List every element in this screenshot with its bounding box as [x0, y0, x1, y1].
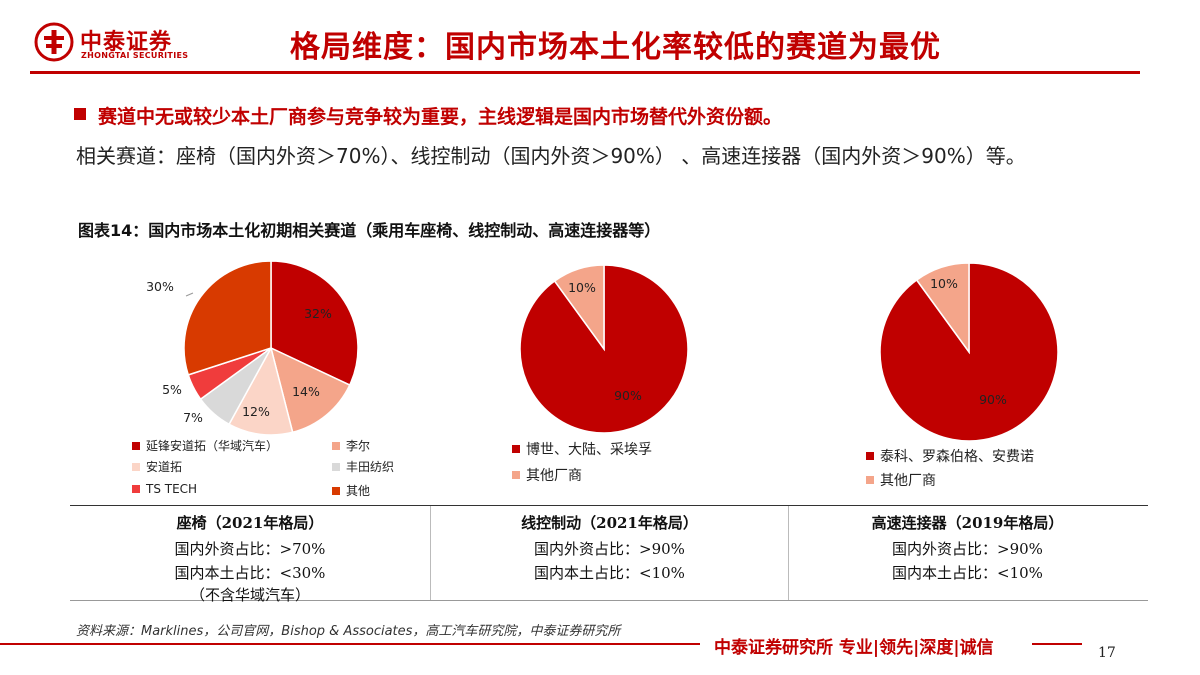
legend-label: 博世、大陆、采埃孚	[526, 442, 652, 458]
slice-data-label: 10%	[930, 276, 958, 291]
legend-label: 其他	[346, 484, 371, 498]
pie-slice	[269, 346, 351, 434]
key-point: 赛道中无或较少本土厂商参与竞争较为重要，主线逻辑是国内市场替代外资份额。	[98, 106, 783, 128]
legend-label: 安道拓	[146, 460, 183, 474]
table-cell: 国内外资占比：>70%	[174, 540, 326, 558]
table-column-connector: 高速连接器（2019年格局） 国内外资占比：>90% 国内本土占比：<10%	[788, 506, 1146, 600]
title-divider	[30, 71, 1140, 74]
legend-label: 李尔	[346, 439, 371, 453]
legend-item: 安道拓	[132, 458, 182, 475]
legend-swatch	[132, 485, 140, 493]
legend-label: 其他厂商	[880, 473, 936, 489]
slice-data-label: 5%	[162, 382, 182, 397]
legend-swatch	[132, 462, 140, 471]
pie-slice	[183, 260, 272, 376]
legend-swatch	[866, 476, 874, 484]
slice-data-label: 10%	[568, 280, 596, 295]
footer-slogan: 中泰证券研究所 专业|领先|深度|诚信	[714, 638, 994, 658]
legend-item: 李尔	[332, 437, 370, 454]
table-column-brake: 线控制动（2021年格局） 国内外资占比：>90% 国内本土占比：<10%	[430, 506, 788, 600]
table-header: 座椅（2021年格局）	[176, 514, 324, 532]
legend-swatch	[512, 445, 520, 453]
leader-line	[185, 292, 194, 297]
legend-swatch	[332, 462, 340, 471]
legend-swatch	[332, 486, 340, 495]
table-column-seat: 座椅（2021年格局） 国内外资占比：>70% 国内本土占比：<30% （不含华…	[70, 506, 430, 604]
legend-item: 丰田纺织	[332, 458, 394, 475]
bullet-square-icon	[74, 108, 86, 120]
related-tracks: 相关赛道：座椅（国内外资＞70%）、线控制动（国内外资＞90%） 、高速连接器（…	[76, 144, 1026, 168]
footer-rule-right	[1032, 643, 1082, 645]
logo-name-en: ZHONGTAI SECURITIES	[81, 51, 189, 60]
slice-data-label: 90%	[614, 388, 642, 403]
legend-item: 其他	[332, 482, 370, 499]
slice-data-label: 32%	[304, 306, 332, 321]
chart-caption: 图表14：国内市场本土化初期相关赛道（乘用车座椅、线控制动、高速连接器等）	[78, 221, 661, 240]
slice-data-label: 30%	[146, 279, 174, 294]
pie-slice	[228, 345, 294, 436]
table-cell: 国内本土占比：<10%	[534, 564, 685, 582]
legend-item: 其他厂商	[512, 465, 582, 485]
legend-item: 延锋安道拓（华域汽车）	[132, 437, 278, 454]
table-cell: 国内外资占比：>90%	[534, 540, 685, 558]
footer-rule-left	[0, 643, 700, 645]
legend-swatch	[512, 471, 520, 479]
summary-table: 座椅（2021年格局） 国内外资占比：>70% 国内本土占比：<30% （不含华…	[70, 505, 1148, 604]
legend-label: 丰田纺织	[346, 460, 395, 474]
zhongtai-logo-icon	[34, 22, 74, 62]
legend-label: 其他厂商	[526, 468, 582, 484]
legend-swatch	[332, 441, 340, 450]
legend-item: 博世、大陆、采埃孚	[512, 439, 652, 459]
legend-label: TS TECH	[146, 482, 198, 496]
slice-data-label: 14%	[292, 384, 320, 399]
legend-label: 延锋安道拓（华域汽车）	[146, 439, 279, 453]
pie-slice	[270, 260, 359, 387]
slice-data-label: 90%	[979, 392, 1007, 407]
legend-swatch	[866, 452, 874, 460]
logo-name-cn: 中泰证券	[80, 30, 173, 55]
company-logo: 中泰证券 ZHONGTAI SECURITIES	[34, 22, 194, 64]
table-cell: 国内本土占比：<30%	[174, 564, 326, 582]
slice-data-label: 7%	[183, 410, 203, 425]
table-header: 高速连接器（2019年格局）	[871, 514, 1064, 532]
pie-slice	[915, 262, 970, 355]
legend-label: 泰科、罗森伯格、安费诺	[880, 449, 1034, 465]
slice-data-label: 12%	[242, 404, 270, 419]
table-cell: 国内本土占比：<10%	[892, 564, 1043, 582]
page-title: 格局维度：国内市场本土化率较低的赛道为最优	[290, 30, 941, 65]
table-cell: 国内外资占比：>90%	[892, 540, 1043, 558]
legend-swatch	[132, 441, 140, 450]
page-number: 17	[1098, 645, 1116, 661]
legend-item: 其他厂商	[866, 470, 936, 490]
pie-slice	[553, 264, 605, 352]
table-header: 线控制动（2021年格局）	[521, 514, 698, 532]
source-note: 资料来源：Marklines，公司官网，Bishop & Associates，…	[76, 624, 621, 639]
legend-item: TS TECH	[132, 482, 197, 496]
table-cell: （不含华域汽车）	[189, 586, 310, 604]
legend-item: 泰科、罗森伯格、安费诺	[866, 446, 1034, 466]
